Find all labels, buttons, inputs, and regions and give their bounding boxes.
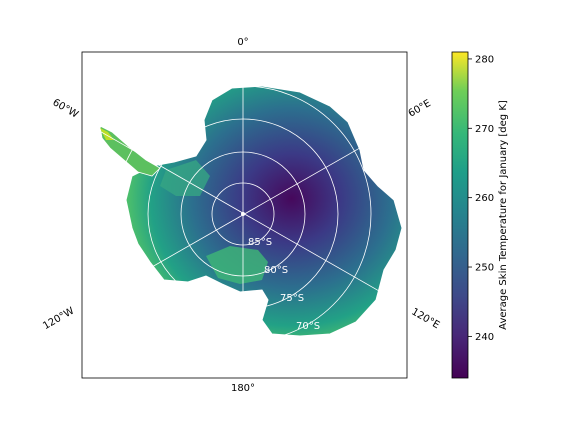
- meridian-label-180: 180°: [231, 383, 255, 394]
- colorbar-ticks: 240 250 260 270 280: [468, 54, 494, 343]
- colorbar-tick-label: 240: [475, 332, 494, 343]
- meridian-label-0: 0°: [237, 37, 248, 48]
- latitude-label-70s: 70°S: [296, 321, 320, 332]
- ross-ice-shelf: [206, 246, 268, 284]
- meridian-label-60e: 60°E: [407, 98, 433, 120]
- colorbar-tick-label: 280: [475, 54, 494, 65]
- colorbar-tick-label: 260: [475, 193, 494, 204]
- meridian-label-120e: 120°E: [409, 306, 441, 331]
- map-panel: 85°S 80°S 75°S 70°S: [82, 52, 407, 378]
- colorbar-label: Average Skin Temperature for January [de…: [498, 100, 509, 330]
- antarctic-peninsula: [99, 125, 161, 177]
- antarctica-landmass: [125, 85, 403, 337]
- latitude-label-75s: 75°S: [280, 293, 304, 304]
- meridian-label-120w: 120°W: [41, 306, 76, 333]
- colorbar-tick-label: 250: [475, 263, 494, 274]
- colorbar: 240 250 260 270 280 Average Skin Temperature…: [451, 51, 509, 379]
- south-pole-marker: [241, 212, 245, 216]
- colorbar-gradient: [451, 51, 469, 379]
- map-frame: [81, 51, 408, 379]
- latitude-label-80s: 80°S: [264, 265, 288, 276]
- latitude-label-85s: 85°S: [248, 237, 272, 248]
- meridian-label-60w: 60°W: [51, 97, 81, 120]
- colorbar-tick-label: 270: [475, 124, 494, 135]
